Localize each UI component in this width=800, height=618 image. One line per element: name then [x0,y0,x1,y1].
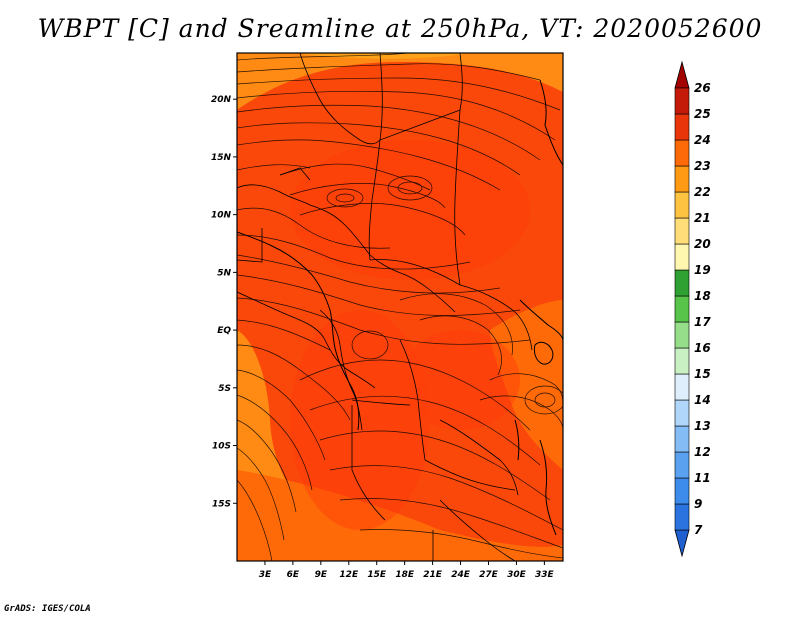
colorbar-swatch [674,113,690,141]
colorbar-label: 13 [694,419,711,433]
lat-tick-label: EQ [217,326,231,336]
map-frame [236,52,564,562]
field-hot-core-2 [290,310,430,530]
colorbar-label: 19 [694,263,711,277]
lon-tick-label: 12E [339,570,359,580]
colorbar-swatch [674,451,690,479]
colorbar-label: 11 [694,471,711,485]
map-panel [237,53,563,561]
colorbar-swatch [674,399,690,427]
colorbar-label: 14 [694,393,711,407]
streamlines [237,53,563,561]
colorbar-label: 7 [694,523,703,537]
colorbar-max-triangle [674,60,690,89]
colorbar-label: 25 [694,107,711,121]
grads-credit: GrADS: IGES/COLA [4,604,91,614]
colorbar: 7 9 11 12 13 14 15 16 17 18 19 20 21 22 23 24 25 26 [674,60,711,558]
lon-tick-label: 3E [259,570,272,580]
colorbar-swatch [674,503,690,531]
colorbar-label: 17 [694,315,711,329]
field-hot-core-1 [290,140,530,280]
country-borders [237,53,533,561]
lat-tick-label: 10S [212,442,231,452]
colorbar-swatch [674,243,690,271]
colorbar-label: 12 [694,445,711,459]
map-title: WBPT [C] and Sreamline at 250hPa, VT: 20… [37,14,763,43]
latitude-axis: 20N 15N 10N 5N EQ 5S 10S 15S [211,95,237,509]
longitude-axis: 3E 6E 9E 12E 15E 18E 21E 24E 27E 30E 33E [259,561,555,580]
colorbar-swatch [674,87,690,115]
colorbar-label: 24 [694,133,711,147]
lon-tick-label: 15E [367,570,387,580]
coastlines [237,79,563,536]
colorbar-swatch [674,269,690,297]
colorbar-min-triangle [674,529,690,558]
colorbar-label: 16 [694,341,711,355]
lon-tick-label: 6E [287,570,300,580]
lon-tick-label: 30E [507,570,527,580]
colorbar-swatch [674,321,690,349]
colorbar-label: 18 [694,289,711,303]
colorbar-swatch [674,217,690,245]
lon-tick-label: 33E [535,570,555,580]
lat-tick-label: 5N [217,268,231,278]
colorbar-label: 23 [694,159,711,173]
lon-tick-label: 9E [315,570,328,580]
colorbar-label: 22 [694,185,711,199]
colorbar-label: 20 [694,237,711,251]
lat-tick-label: 20N [211,95,232,105]
lon-tick-label: 27E [479,570,499,580]
colorbar-swatch [674,373,690,401]
field-lightorange-north [300,53,470,59]
lat-tick-label: 15N [211,153,232,163]
colorbar-label: 9 [694,497,702,511]
colorbar-swatch [674,425,690,453]
lon-tick-label: 18E [395,570,415,580]
lat-tick-label: 15S [212,499,231,509]
colorbar-label: 15 [694,367,711,381]
lat-tick-label: 10N [211,211,232,221]
colorbar-swatch [674,295,690,323]
colorbar-label: 26 [694,81,711,95]
colorbar-swatch [674,347,690,375]
colorbar-label: 21 [694,211,711,225]
field-warm-south [237,470,563,561]
lon-tick-label: 24E [451,570,471,580]
colorbar-swatch [674,191,690,219]
colorbar-swatch [674,165,690,193]
colorbar-swatch [674,139,690,167]
colorbar-swatch [674,477,690,505]
lon-tick-label: 21E [423,570,443,580]
lat-tick-label: 5S [218,384,231,394]
